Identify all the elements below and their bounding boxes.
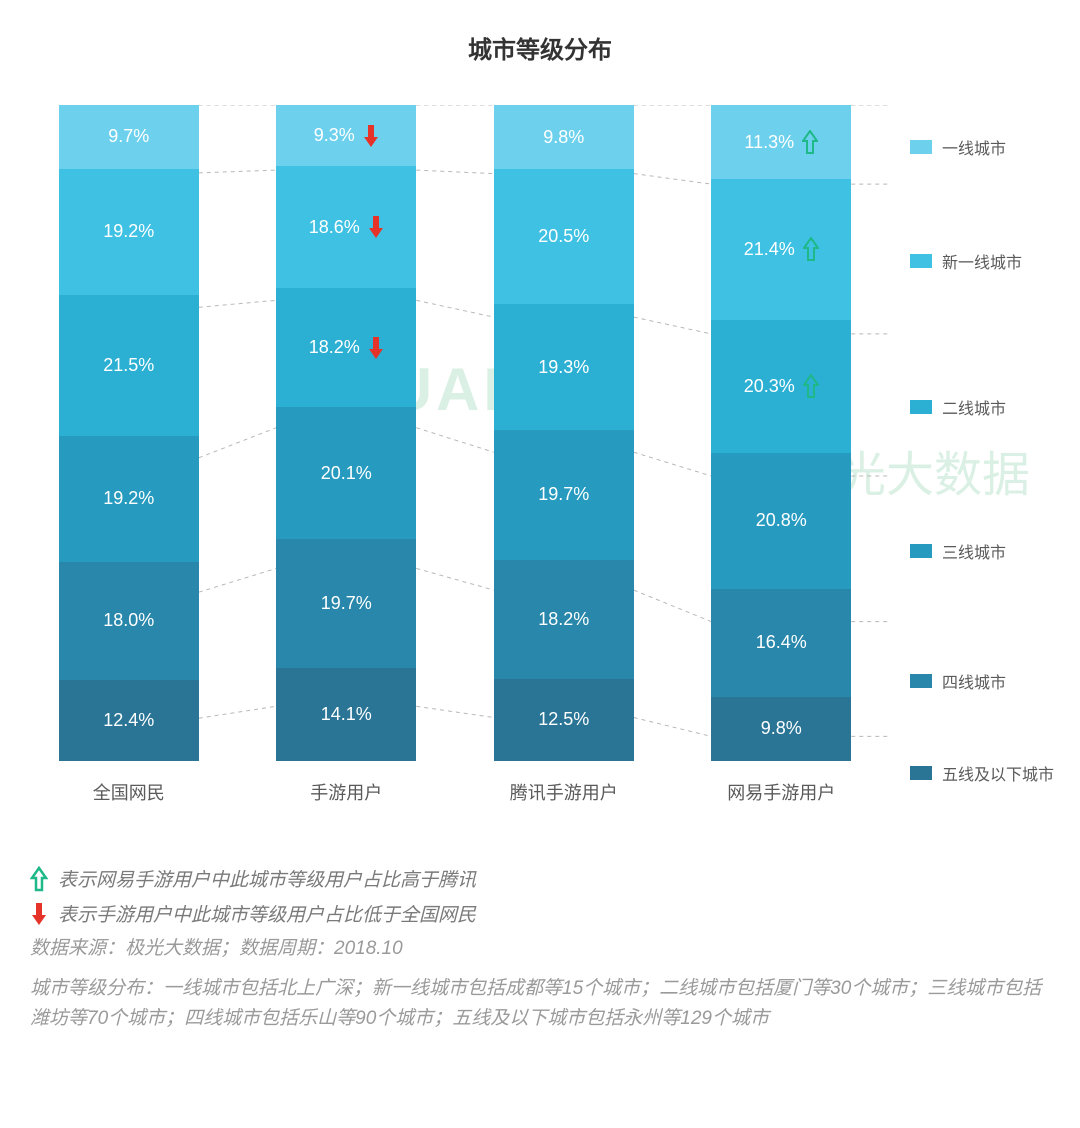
legend-item: 四线城市 [910,669,1006,693]
bar-column: 9.8% 20.5% 19.3% 19.7% 18.2% 12.5% 腾讯手游用户 [455,105,673,805]
arrow-up-icon [803,374,819,398]
legend-swatch [910,254,932,268]
bar-column: 11.3% 21.4% 20.3% 20.8% 16.4% 9.8% 网易手游用户 [673,105,891,805]
legend-label: 二线城市 [942,395,1006,419]
segment-value: 9.7% [108,126,149,147]
segment-value: 12.5% [538,709,589,730]
segment-value: 12.4% [103,710,154,731]
bar-segment: 12.4% [59,680,199,761]
bar-segment: 20.1% [276,407,416,539]
segment-value: 21.4% [744,239,795,260]
bar-column: 9.3% 18.6% 18.2% 20.1% 19.7% 14.1% 手游用户 [238,105,456,805]
stacked-bar: 9.8% 20.5% 19.3% 19.7% 18.2% 12.5% [494,105,634,761]
legend-swatch [910,766,932,780]
bar-segment: 18.6% [276,166,416,288]
bar-segment: 20.3% [711,320,851,453]
legend: 一线城市新一线城市二线城市三线城市四线城市五线及以下城市 [890,105,1060,805]
legend-item: 五线及以下城市 [910,761,1054,785]
legend-swatch [910,544,932,558]
segment-value: 18.2% [309,337,360,358]
bar-segment: 21.5% [59,295,199,436]
segment-value: 9.8% [543,127,584,148]
segment-value: 16.4% [756,632,807,653]
segment-value: 20.1% [321,463,372,484]
segment-value: 19.2% [103,488,154,509]
segment-value: 18.6% [309,217,360,238]
bar-segment: 21.4% [711,179,851,319]
segment-value: 14.1% [321,704,372,725]
stacked-bar: 9.3% 18.6% 18.2% 20.1% 19.7% 14.1% [276,105,416,761]
segment-value: 18.0% [103,610,154,631]
segment-value: 9.3% [314,125,355,146]
bar-segment: 18.2% [276,288,416,407]
legend-item: 三线城市 [910,539,1006,563]
segment-value: 19.7% [321,593,372,614]
legend-swatch [910,140,932,154]
bar-segment: 20.8% [711,453,851,589]
bar-segment: 19.2% [59,436,199,562]
legend-label: 三线城市 [942,539,1006,563]
segment-value: 18.2% [538,609,589,630]
bar-axis-label: 全国网民 [93,779,165,805]
segment-value: 19.3% [538,357,589,378]
segment-value: 20.8% [756,510,807,531]
bar-segment: 9.8% [494,105,634,169]
bar-segment: 19.3% [494,304,634,431]
legend-item: 一线城市 [910,135,1006,159]
bar-segment: 9.8% [711,697,851,761]
arrow-down-icon [368,215,384,239]
stacked-bar: 9.7% 19.2% 21.5% 19.2% 18.0% 12.4% [59,105,199,761]
legend-label: 一线城市 [942,135,1006,159]
legend-label: 四线城市 [942,669,1006,693]
segment-value: 9.8% [761,718,802,739]
legend-item: 二线城市 [910,395,1006,419]
bar-segment: 9.3% [276,105,416,166]
arrow-down-icon [30,901,48,927]
bar-axis-label: 腾讯手游用户 [510,779,618,805]
segment-value: 20.5% [538,226,589,247]
segment-value: 20.3% [744,376,795,397]
legend-item: 新一线城市 [910,249,1022,273]
bar-axis-label: 网易手游用户 [727,779,835,805]
footer-legend-up: 表示网易手游用户中此城市等级用户占比高于腾讯 [30,865,1050,892]
chart-area: 9.7% 19.2% 21.5% 19.2% 18.0% 12.4% 全国网民 9.3% 18.… [20,105,1060,805]
bar-segment: 14.1% [276,668,416,760]
legend-label: 新一线城市 [942,249,1022,273]
legend-swatch [910,400,932,414]
segment-value: 19.2% [103,221,154,242]
segment-value: 19.7% [538,484,589,505]
segment-value: 11.3% [744,132,794,153]
arrow-up-icon [30,866,48,892]
chart-wrap: JIGUANG 极光大数据 9.7%19.2%21.5%19.2%18.0%12… [20,105,1060,805]
arrow-down-icon [368,336,384,360]
bar-segment: 11.3% [711,105,851,179]
bar-column: 9.7% 19.2% 21.5% 19.2% 18.0% 12.4% 全国网民 [20,105,238,805]
footer: 表示网易手游用户中此城市等级用户占比高于腾讯 表示手游用户中此城市等级用户占比低… [20,865,1060,1034]
bar-axis-label: 手游用户 [310,779,382,805]
footer-legend-down-text: 表示手游用户中此城市等级用户占比低于全国网民 [58,900,476,927]
arrow-down-icon [363,124,379,148]
footer-source: 数据来源：极光大数据；数据周期：2018.10 [30,935,1050,964]
bar-segment: 19.7% [494,430,634,559]
legend-label: 五线及以下城市 [942,761,1054,785]
arrow-up-icon [802,130,818,154]
bar-segment: 16.4% [711,589,851,697]
footer-legend-down: 表示手游用户中此城市等级用户占比低于全国网民 [30,900,1050,927]
footer-desc: 城市等级分布：一线城市包括北上广深；新一线城市包括成都等15个城市；二线城市包括… [30,974,1050,1035]
bar-segment: 9.7% [59,105,199,169]
chart-title: 城市等级分布 [20,30,1060,65]
arrow-up-icon [803,237,819,261]
bars-container: 9.7% 19.2% 21.5% 19.2% 18.0% 12.4% 全国网民 9.3% 18.… [20,105,890,805]
bar-segment: 20.5% [494,169,634,303]
bar-segment: 12.5% [494,679,634,761]
bar-segment: 19.2% [59,169,199,295]
stacked-bar: 11.3% 21.4% 20.3% 20.8% 16.4% 9.8% [711,105,851,761]
bar-segment: 19.7% [276,539,416,668]
bar-segment: 18.0% [59,562,199,680]
legend-swatch [910,674,932,688]
footer-legend-up-text: 表示网易手游用户中此城市等级用户占比高于腾讯 [58,865,476,892]
bar-segment: 18.2% [494,560,634,679]
segment-value: 21.5% [103,355,154,376]
